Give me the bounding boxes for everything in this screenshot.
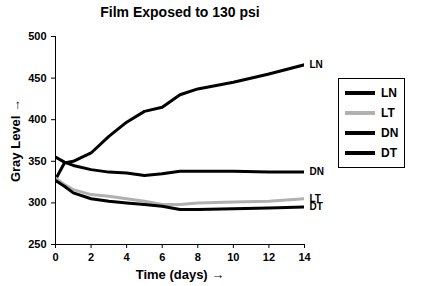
svg-text:DN: DN [310,166,324,177]
svg-text:500: 500 [28,30,46,42]
html-text:LT: LT [381,106,395,120]
svg-text:DT: DT [310,201,323,212]
svg-text:2: 2 [88,251,94,263]
svg-text:450: 450 [28,72,46,84]
svg-text:14: 14 [298,251,311,263]
svg-text:Time (days) →: Time (days) → [136,267,225,282]
html-text:DT: DT [381,146,397,160]
svg-text:4: 4 [124,251,131,263]
svg-text:8: 8 [195,251,201,263]
svg-text:300: 300 [28,196,46,208]
svg-text:250: 250 [28,238,46,250]
html-text:DN: DN [381,126,399,140]
svg-text:400: 400 [28,113,46,125]
svg-text:350: 350 [28,155,46,167]
svg-text:12: 12 [263,251,275,263]
html-text:LN: LN [381,86,397,100]
svg-text:LN: LN [310,59,323,70]
svg-text:LT: LT [309,192,321,204]
svg-text:Gray Level →: Gray Level → [8,99,23,182]
svg-text:0: 0 [52,251,58,263]
svg-text:10: 10 [227,251,239,263]
svg-text:6: 6 [159,251,165,263]
html-text:Film Exposed to 130 psi: Film Exposed to 130 psi [100,4,260,20]
